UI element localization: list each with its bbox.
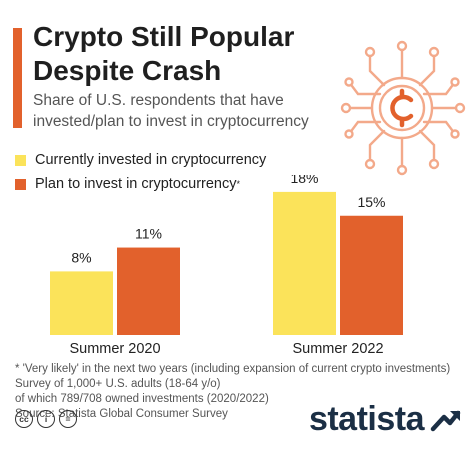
- legend-label-plan: Plan to invest in cryptocurrency: [35, 176, 237, 192]
- attribution-icon[interactable]: i: [37, 410, 55, 428]
- subtitle-line-1: Share of U.S. respondents that have: [33, 92, 284, 109]
- bar-plan-summer-2022: [340, 215, 403, 335]
- data-label-current-summer-2020: 8%: [71, 249, 91, 265]
- creative-commons-icon[interactable]: cc: [15, 410, 33, 428]
- category-label-summer-2022: Summer 2022: [292, 341, 383, 355]
- legend-swatch-current: [15, 154, 26, 166]
- footnote-line-3: of which 789/708 owned investments (2020…: [15, 393, 269, 405]
- title-line-1: Crypto Still Popular: [33, 21, 295, 52]
- legend-label-current: Currently invested in cryptocurrency: [35, 152, 267, 168]
- footnote-line-1: * 'Very likely' in the next two years (i…: [15, 363, 451, 375]
- data-label-plan-summer-2020: 11%: [135, 226, 162, 242]
- data-label-current-summer-2022: 18%: [290, 175, 318, 186]
- accent-bar: [13, 28, 22, 128]
- statista-wordmark: statista: [308, 400, 425, 438]
- footnote-line-2: Survey of 1,000+ U.S. adults (18-64 y/o): [15, 378, 221, 390]
- chart-subtitle: Share of U.S. respondents that have inve…: [33, 90, 353, 132]
- cryptocurrency-coin-icon: [340, 40, 466, 176]
- subtitle-line-2: invested/plan to invest in cryptocurrenc…: [33, 113, 309, 130]
- statista-logo-icon: [430, 410, 461, 431]
- bar-plan-summer-2020: [117, 247, 180, 335]
- no-derivatives-icon[interactable]: =: [59, 410, 77, 428]
- legend-footnote-marker: *: [236, 179, 240, 189]
- legend-swatch-plan: [15, 178, 26, 190]
- bar-chart: 8% 11% Summer 2020 18% 15% Summer 2022: [50, 175, 403, 355]
- license-icons: cc i =: [15, 410, 77, 428]
- chart-legend: Currently invested in cryptocurrency Pla…: [15, 148, 266, 196]
- statista-logo[interactable]: statista: [309, 400, 462, 439]
- title-line-2: Despite Crash: [33, 55, 222, 86]
- legend-item-current: Currently invested in cryptocurrency: [15, 148, 266, 172]
- bar-current-summer-2022: [273, 191, 336, 335]
- category-label-summer-2020: Summer 2020: [69, 341, 160, 355]
- chart-title: Crypto Still Popular Despite Crash: [33, 20, 333, 88]
- legend-item-plan: Plan to invest in cryptocurrency *: [15, 172, 266, 196]
- data-label-plan-summer-2022: 15%: [357, 194, 385, 210]
- bar-current-summer-2020: [50, 271, 113, 335]
